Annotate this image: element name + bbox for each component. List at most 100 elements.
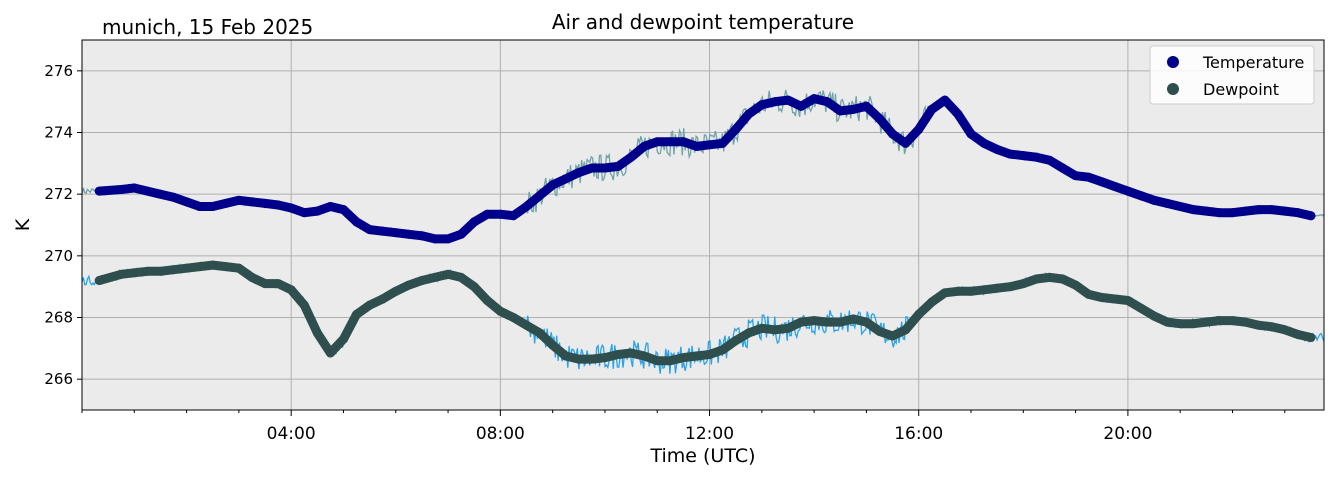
temperature-point [639, 141, 649, 151]
dewpoint-point [469, 282, 479, 292]
temperature-point [1227, 208, 1237, 218]
legend-label-dewpoint: Dewpoint [1203, 80, 1279, 99]
chart-subtitle: munich, 15 Feb 2025 [102, 15, 313, 39]
temperature-point [286, 203, 296, 213]
dewpoint-point [600, 353, 610, 363]
temperature-point [1293, 208, 1303, 218]
temperature-point [705, 140, 715, 150]
temperature-point [848, 104, 858, 114]
dewpoint-point [352, 309, 362, 319]
temperature-point [116, 185, 126, 195]
dewpoint-point [417, 276, 427, 285]
legend-label-temperature: Temperature [1202, 53, 1304, 72]
dewpoint-point [155, 266, 165, 276]
dewpoint-point [221, 262, 231, 272]
temperature-point [1188, 205, 1198, 215]
dewpoint-point [286, 285, 296, 295]
temperature-point [1123, 186, 1133, 196]
legend-marker-dewpoint [1167, 83, 1179, 95]
temperature-point [548, 180, 558, 190]
temperature-point [966, 129, 976, 139]
temperature-point [678, 137, 688, 147]
dewpoint-point [338, 334, 348, 344]
dewpoint-point [299, 300, 309, 310]
dewpoint-point [1293, 329, 1303, 339]
temperature-point [626, 152, 636, 162]
dewpoint-point [809, 316, 819, 326]
temperature-point [600, 163, 610, 173]
temperature-point [652, 137, 662, 147]
temperature-point [1110, 181, 1120, 191]
dewpoint-point [652, 356, 662, 366]
temperature-point [508, 211, 518, 221]
dewpoint-point [1097, 292, 1107, 302]
dewpoint-point [874, 326, 884, 336]
temperature-point [953, 109, 963, 119]
dewpoint-point [1044, 272, 1054, 282]
dewpoint-point [234, 263, 244, 273]
dewpoint-point [639, 351, 649, 361]
dewpoint-point [848, 314, 858, 324]
chart-title: Air and dewpoint temperature [552, 10, 854, 34]
temperature-point [796, 101, 806, 111]
dewpoint-point [665, 356, 675, 366]
dewpoint-point [260, 279, 270, 289]
temperature-point [182, 197, 192, 207]
dewpoint-point [404, 280, 414, 290]
dewpoint-point [548, 340, 558, 350]
dewpoint-point [1123, 296, 1133, 306]
dewpoint-point [195, 262, 205, 272]
dewpoint-point [247, 272, 257, 282]
y-tick-label: 272 [44, 185, 73, 203]
dewpoint-point [1280, 325, 1290, 335]
dewpoint-point [169, 265, 179, 275]
temperature-point [129, 183, 139, 193]
temperature-point [783, 95, 793, 105]
temperature-point [901, 138, 911, 148]
temperature-point [1097, 177, 1107, 187]
dewpoint-point [1254, 320, 1264, 330]
temperature-point [1162, 198, 1172, 208]
plot-area [82, 40, 1324, 410]
dewpoint-point [940, 288, 950, 298]
temperature-point [208, 202, 218, 211]
temperature-point [1254, 205, 1264, 215]
dewpoint-point [430, 272, 440, 282]
temperature-point [1280, 206, 1290, 216]
temperature-point [1149, 195, 1159, 205]
dewpoint-point [273, 279, 283, 289]
dewpoint-point [1084, 289, 1094, 299]
dewpoint-point [691, 351, 701, 361]
dewpoint-point [966, 286, 976, 296]
temperature-point [770, 97, 780, 107]
dewpoint-point [678, 353, 688, 363]
x-axis-label: Time (UTC) [649, 445, 755, 467]
dewpoint-point [1306, 333, 1316, 343]
dewpoint-point [116, 269, 126, 279]
temperature-point [456, 229, 466, 239]
dewpoint-point [495, 306, 505, 316]
y-tick-label: 268 [44, 309, 73, 327]
y-tick-label: 276 [44, 62, 73, 80]
dewpoint-point [561, 351, 571, 361]
series-markers [94, 94, 1316, 366]
temperature-point [1044, 155, 1054, 165]
temperature-point [299, 208, 309, 218]
dewpoint-point [731, 336, 741, 346]
temperature-point [195, 202, 205, 211]
y-axis-label: K [12, 218, 34, 231]
dewpoint-point [1005, 282, 1015, 292]
dewpoint-point [953, 286, 963, 296]
dewpoint-point [888, 331, 898, 341]
temperature-point [94, 186, 104, 196]
temperature-point [835, 106, 845, 116]
dewpoint-point [1241, 317, 1251, 327]
dewpoint-point [979, 285, 989, 295]
axes: 266 268 270 272 274 276 04:00 08:00 12:00 16:00 20… [44, 62, 1286, 444]
temperature-point [587, 163, 597, 173]
dewpoint-point [456, 272, 466, 282]
temperature-point [495, 209, 505, 219]
dewpoint-point [365, 300, 375, 310]
dewpoint-point [443, 269, 453, 279]
temperature-point [1201, 206, 1211, 216]
